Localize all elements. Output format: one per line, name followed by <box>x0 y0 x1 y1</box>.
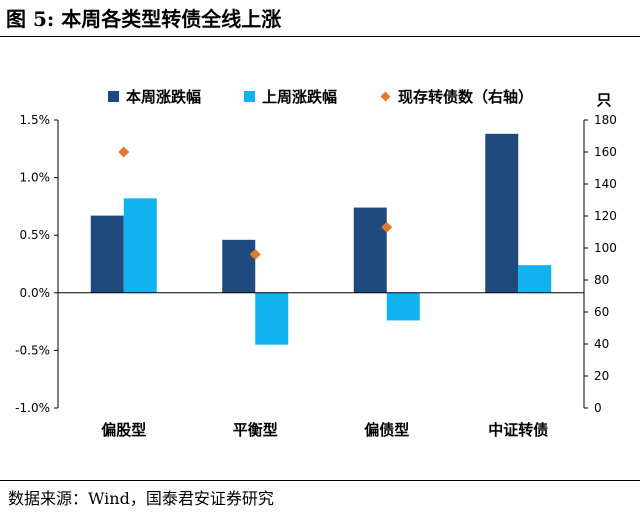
right-tick-label: 140 <box>594 177 617 191</box>
category-label-2: 偏债型 <box>364 421 409 439</box>
bar-chart: 本周涨跌幅 上周涨跌幅 现存转债数（右轴） 只 -1.0% -0.5% 0.0% 0.5%… <box>15 88 617 439</box>
legend-label-2: 现存转债数（右轴） <box>398 88 533 106</box>
legend-label-0: 本周涨跌幅 <box>126 88 201 106</box>
left-tick-label: 0.5% <box>20 228 51 242</box>
footer-divider <box>0 480 640 481</box>
bar-last-week-3 <box>518 265 552 293</box>
legend-swatch-0 <box>108 91 119 102</box>
right-tick-label: 60 <box>594 305 609 319</box>
marker-bond-count-1 <box>249 248 261 260</box>
title-divider <box>0 36 640 37</box>
legend-marker-2 <box>380 91 391 102</box>
category-labels: 偏股型 平衡型 偏债型 中证转债 <box>101 421 548 439</box>
right-tick-label: 120 <box>594 209 617 223</box>
bar-last-week-2 <box>386 292 420 321</box>
right-tick-label: 20 <box>594 369 609 383</box>
left-tick-label: -0.5% <box>15 343 50 357</box>
right-tick-label: 40 <box>594 337 609 351</box>
left-tick-label: -1.0% <box>15 401 50 415</box>
figure-title: 图 5: 本周各类型转债全线上涨 <box>6 7 282 31</box>
right-tick-label: 160 <box>594 145 617 159</box>
bar-this-week-2 <box>353 207 387 293</box>
left-tick-label: 1.5% <box>20 113 51 127</box>
left-tick-label: 1.0% <box>20 171 51 185</box>
markers-group <box>118 146 393 260</box>
marker-bond-count-0 <box>118 146 130 158</box>
legend-label-1: 上周涨跌幅 <box>262 88 337 106</box>
category-label-0: 偏股型 <box>101 421 146 439</box>
axes-group <box>57 120 585 408</box>
category-label-1: 平衡型 <box>233 421 278 439</box>
category-label-3: 中证转债 <box>488 421 548 439</box>
legend-swatch-1 <box>244 91 255 102</box>
left-tick-label: 0.0% <box>20 286 51 300</box>
chart-legend: 本周涨跌幅 上周涨跌幅 现存转债数（右轴） <box>108 88 533 106</box>
bar-last-week-1 <box>255 292 289 345</box>
bar-last-week-0 <box>123 198 157 293</box>
bar-this-week-0 <box>90 215 124 293</box>
right-axis-ticks: 0 20 40 60 80 100 120 140 160 180 <box>584 113 617 415</box>
bar-this-week-3 <box>485 133 519 293</box>
left-axis-ticks: -1.0% -0.5% 0.0% 0.5% 1.0% 1.5% <box>15 113 58 415</box>
right-axis-unit-label: 只 <box>596 91 611 109</box>
right-tick-label: 100 <box>594 241 617 255</box>
bars-group <box>90 133 552 345</box>
data-source: 数据来源：Wind，国泰君安证券研究 <box>8 489 274 508</box>
bar-this-week-1 <box>222 239 256 293</box>
right-tick-label: 180 <box>594 113 617 127</box>
right-tick-label: 0 <box>594 401 602 415</box>
right-tick-label: 80 <box>594 273 609 287</box>
marker-bond-count-2 <box>381 221 393 233</box>
